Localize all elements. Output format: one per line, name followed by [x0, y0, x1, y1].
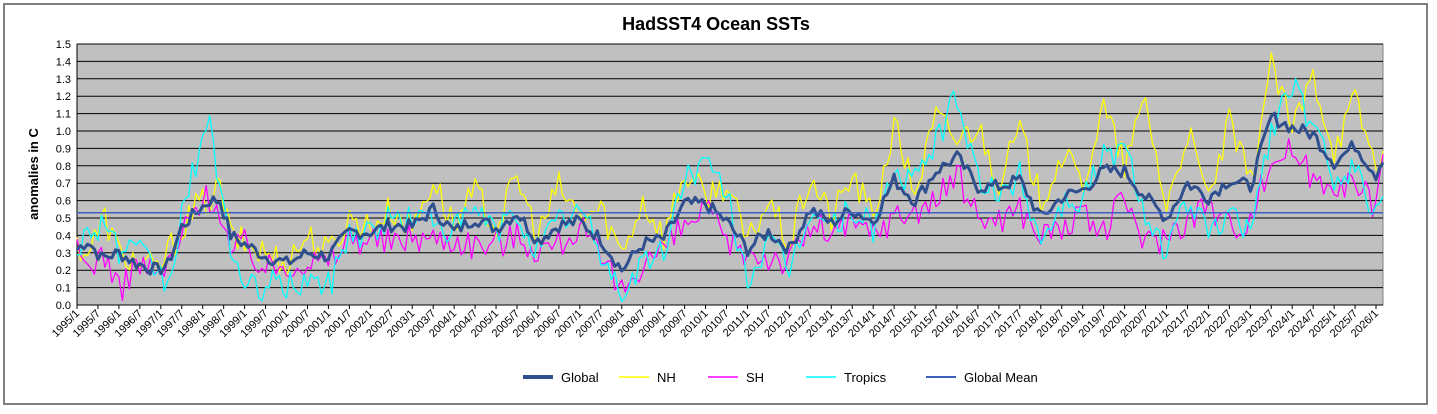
legend: Global NH SH Tropics Global Mean: [523, 370, 1038, 385]
chart-title: HadSST4 Ocean SSTs: [622, 14, 810, 34]
series-line-sh: [76, 138, 1384, 302]
y-tick-label: 0.2: [56, 265, 71, 277]
y-tick-label: 0.5: [56, 213, 71, 225]
plot-area: 0.0 0.1 0.2 0.3 0.4 0.5 0.6 0.7 0.8 0.9 1.0 1.1 1.2 1…: [50, 39, 1385, 340]
y-axis-label: anomalies in C: [26, 128, 41, 220]
y-tick-label: 0.7: [56, 178, 71, 190]
legend-label: Tropics: [844, 370, 887, 385]
legend-label: Global: [561, 370, 599, 385]
y-tick-label: 0.9: [56, 143, 71, 155]
series-line-tropics: [76, 78, 1384, 303]
legend-label: SH: [746, 370, 764, 385]
legend-label: Global Mean: [964, 370, 1038, 385]
legend-label: NH: [657, 370, 676, 385]
y-tick-label: 0.8: [56, 161, 71, 173]
y-tick-label: 1.4: [56, 56, 71, 68]
y-tick-label: 0.1: [56, 283, 71, 295]
y-tick-label: 0.4: [56, 230, 71, 242]
y-tick-label: 0.6: [56, 196, 71, 208]
y-tick-label: 1.5: [56, 39, 71, 51]
y-tick-label: 1.3: [56, 74, 71, 86]
y-tick-label: 1.0: [56, 126, 71, 138]
y-tick-label: 1.2: [56, 91, 71, 103]
y-tick-label: 0.3: [56, 248, 71, 260]
y-tick-label: 1.1: [56, 109, 71, 121]
series-line-global: [75, 111, 1385, 276]
y-tick-label: 0.0: [56, 300, 71, 312]
